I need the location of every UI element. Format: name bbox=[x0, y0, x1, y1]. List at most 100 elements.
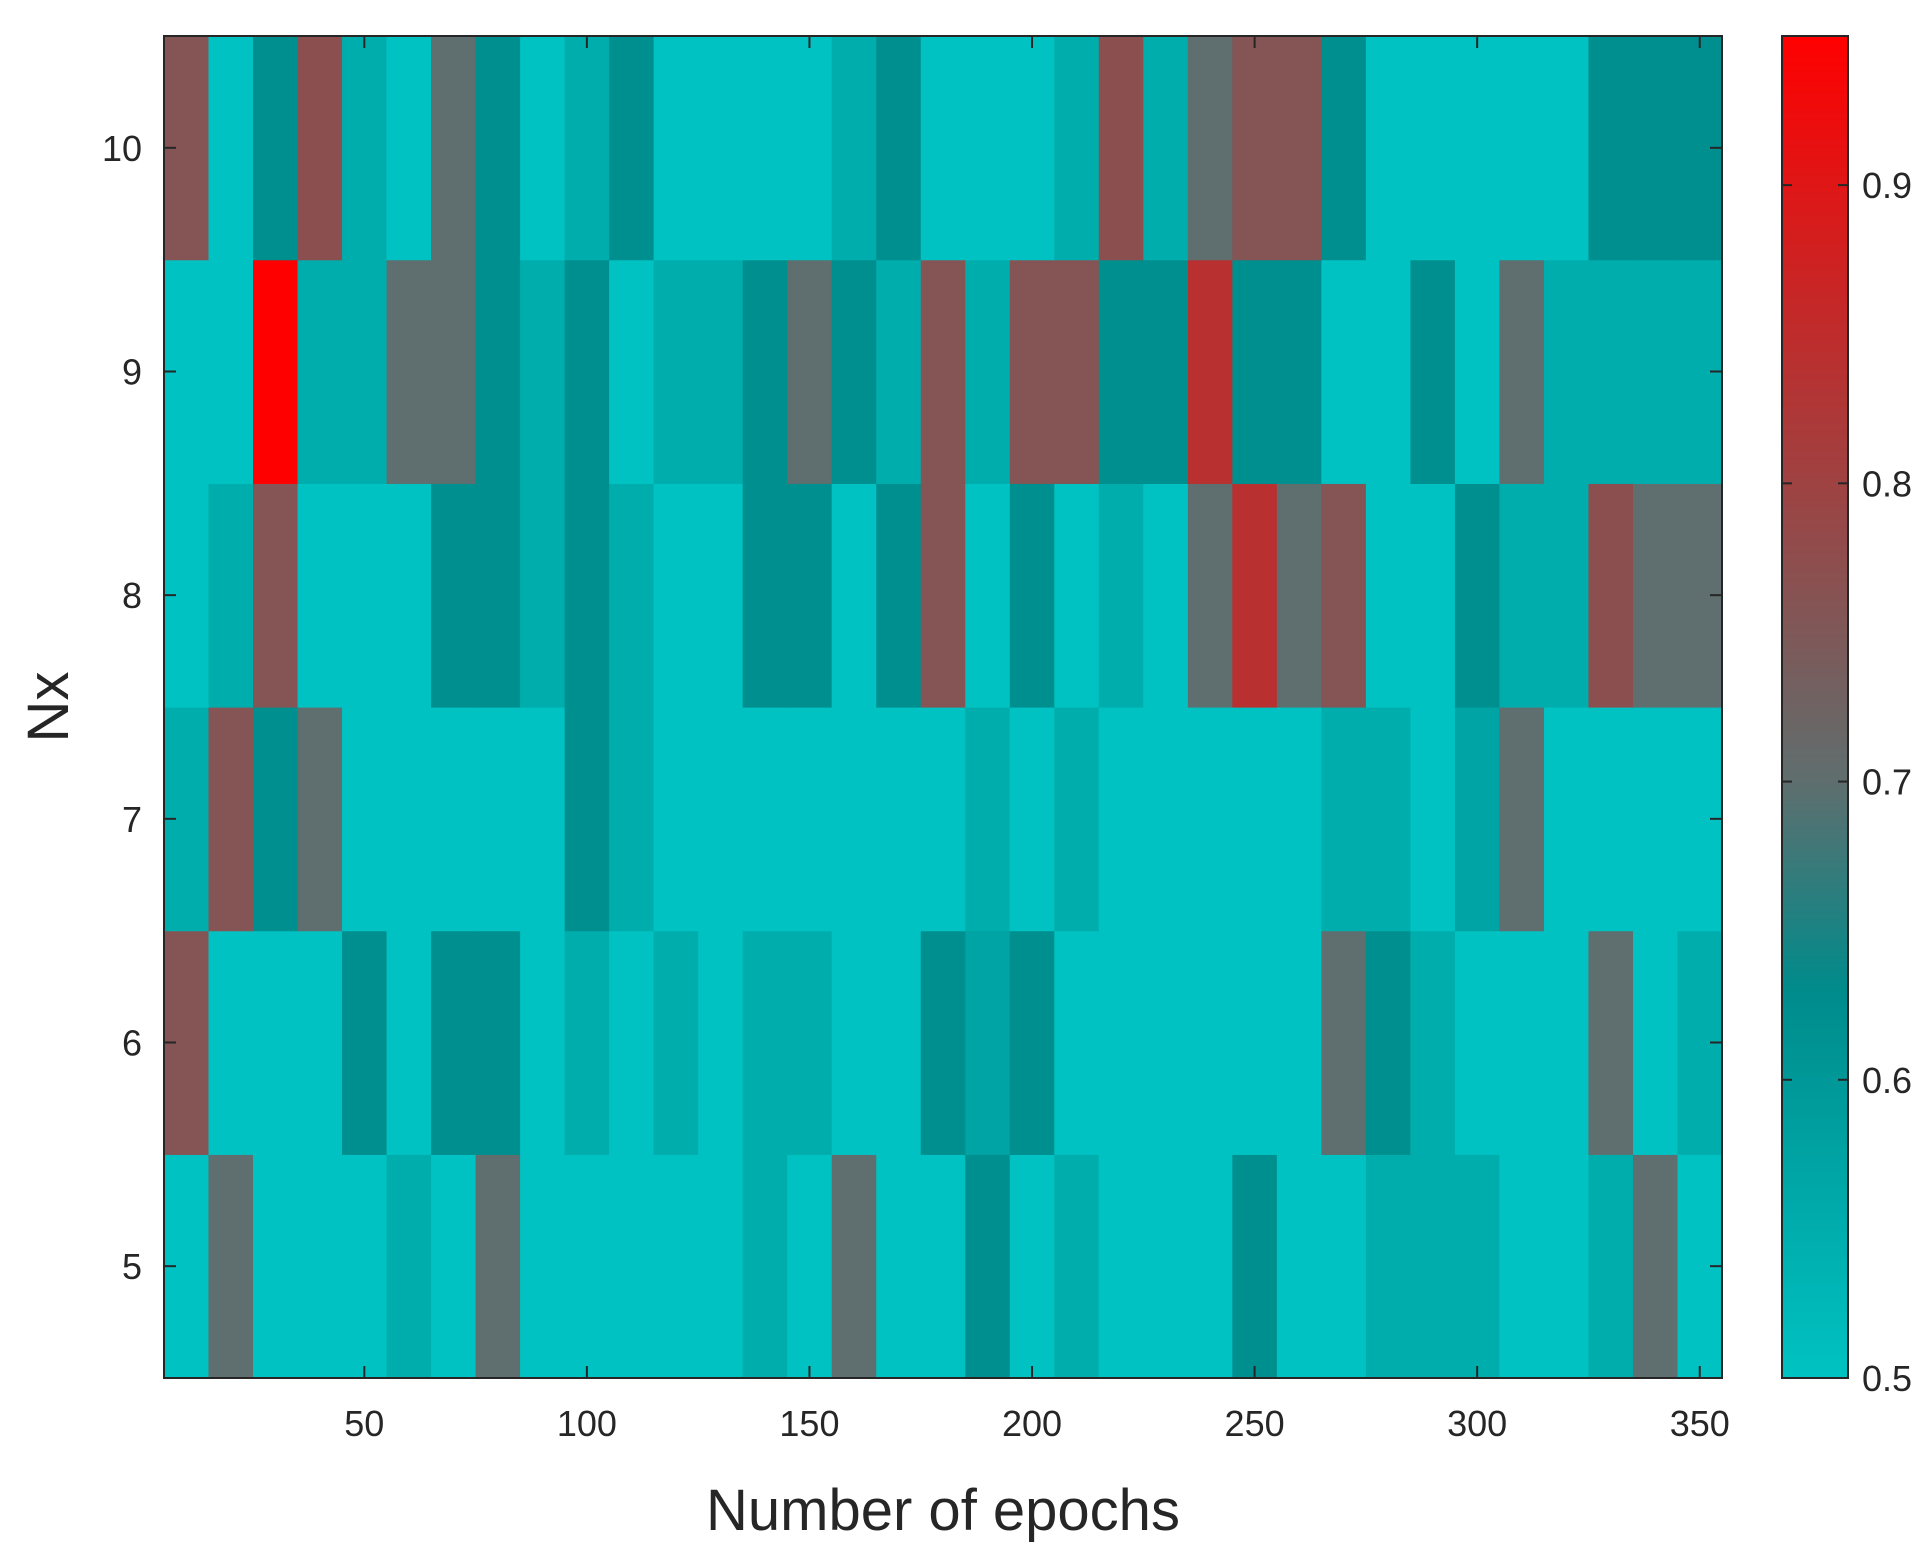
heatmap-cell bbox=[1365, 259, 1411, 484]
heatmap-cell bbox=[1187, 707, 1233, 932]
heatmap-cell bbox=[1098, 930, 1144, 1155]
heatmap-cell bbox=[1321, 483, 1367, 708]
heatmap-cell bbox=[297, 1154, 343, 1379]
heatmap-cell bbox=[609, 36, 655, 261]
heatmap-cell bbox=[1588, 259, 1634, 484]
heatmap-cell bbox=[297, 36, 343, 261]
heatmap-cell bbox=[698, 259, 744, 484]
heatmap-cell bbox=[475, 1154, 521, 1379]
heatmap-cell bbox=[698, 707, 744, 932]
heatmap-cell bbox=[876, 259, 922, 484]
heatmap-cell bbox=[342, 707, 388, 932]
heatmap-cell bbox=[475, 483, 521, 708]
heatmap-cell bbox=[520, 930, 566, 1155]
heatmap-cell bbox=[1143, 707, 1189, 932]
heatmap-cell bbox=[253, 707, 299, 932]
heatmap-cell bbox=[609, 707, 655, 932]
heatmap-cell bbox=[1499, 707, 1545, 932]
heatmap-cell bbox=[1187, 259, 1233, 484]
heatmap-cell bbox=[1098, 36, 1144, 261]
heatmap-cell bbox=[609, 259, 655, 484]
heatmap-cell bbox=[431, 36, 477, 261]
heatmap-cell bbox=[1410, 707, 1456, 932]
heatmap-cell bbox=[208, 707, 254, 932]
heatmap-cell bbox=[1098, 707, 1144, 932]
heatmap-cell bbox=[787, 1154, 833, 1379]
heatmap-cell bbox=[1232, 259, 1278, 484]
colorbar bbox=[1781, 35, 1849, 1379]
heatmap-cell bbox=[831, 259, 877, 484]
heatmap-cell bbox=[386, 1154, 432, 1379]
heatmap-cell bbox=[431, 930, 477, 1155]
heatmap-cell bbox=[787, 36, 833, 261]
heatmap-cell bbox=[475, 930, 521, 1155]
colorbar-tick-label: 0.8 bbox=[1862, 463, 1912, 504]
heatmap-cell bbox=[1009, 36, 1055, 261]
x-axis-title: Number of epochs bbox=[706, 1478, 1180, 1543]
heatmap-cell bbox=[1632, 259, 1679, 484]
heatmap-cell bbox=[1410, 930, 1456, 1155]
colorbar-tick-label: 0.6 bbox=[1862, 1060, 1912, 1101]
heatmap-cell bbox=[653, 930, 699, 1155]
heatmap-cell bbox=[1187, 1154, 1233, 1379]
heatmap-cell bbox=[1232, 1154, 1278, 1379]
heatmap-cell bbox=[1054, 36, 1100, 261]
heatmap-cell bbox=[1232, 483, 1278, 708]
x-tick-label: 250 bbox=[1225, 1403, 1285, 1444]
heatmap-cell bbox=[1499, 1154, 1545, 1379]
heatmap-cell bbox=[609, 930, 655, 1155]
heatmap-cell bbox=[253, 483, 299, 708]
heatmap-cell bbox=[653, 483, 699, 708]
heatmap-cell bbox=[253, 930, 299, 1155]
heatmap-cell bbox=[1321, 930, 1367, 1155]
heatmap-cell bbox=[1143, 483, 1189, 708]
heatmap-cell bbox=[1632, 36, 1679, 261]
heatmap-cell bbox=[742, 930, 788, 1155]
heatmap-cell bbox=[698, 36, 744, 261]
heatmap-cell bbox=[475, 36, 521, 261]
heatmap-cell bbox=[386, 36, 432, 261]
heatmap-cell bbox=[1232, 930, 1278, 1155]
heatmap-cell bbox=[965, 483, 1011, 708]
heatmap-cell bbox=[1187, 483, 1233, 708]
y-tick-label: 5 bbox=[122, 1246, 142, 1287]
heatmap-cell bbox=[1232, 707, 1278, 932]
heatmap-cell bbox=[253, 1154, 299, 1379]
heatmap-cell bbox=[787, 930, 833, 1155]
heatmap-cell bbox=[1098, 483, 1144, 708]
heatmap-cell bbox=[876, 36, 922, 261]
heatmap-cell bbox=[431, 1154, 477, 1379]
heatmap-cell bbox=[1143, 1154, 1189, 1379]
heatmap-cell bbox=[564, 483, 610, 708]
heatmap-cell bbox=[1543, 483, 1590, 708]
heatmap-cell bbox=[1499, 36, 1545, 261]
heatmap-cell bbox=[787, 707, 833, 932]
heatmap-cell bbox=[1588, 930, 1634, 1155]
heatmap-cell bbox=[876, 483, 922, 708]
heatmap-cell bbox=[1454, 1154, 1501, 1379]
heatmap-cell bbox=[1276, 707, 1322, 932]
y-tick-label: 6 bbox=[122, 1023, 142, 1064]
heatmap-cell bbox=[342, 36, 388, 261]
y-axis-title: Nx bbox=[16, 672, 81, 743]
heatmap-cell bbox=[1365, 1154, 1411, 1379]
heatmap-cell bbox=[208, 259, 254, 484]
heatmap-cell bbox=[297, 483, 343, 708]
heatmap-cell bbox=[831, 930, 877, 1155]
heatmap-cell bbox=[1054, 483, 1100, 708]
heatmap-cell bbox=[742, 36, 788, 261]
heatmap-cell bbox=[253, 259, 299, 484]
heatmap-cell bbox=[965, 707, 1011, 932]
y-tick-label: 9 bbox=[122, 352, 142, 393]
heatmap-cell bbox=[1543, 36, 1590, 261]
heatmap-cell bbox=[1632, 707, 1679, 932]
heatmap-cell bbox=[1543, 707, 1590, 932]
heatmap-cell bbox=[831, 1154, 877, 1379]
heatmap-cell bbox=[520, 707, 566, 932]
heatmap-cell bbox=[1054, 930, 1100, 1155]
heatmap-cell bbox=[920, 930, 966, 1155]
heatmap-cell bbox=[1009, 707, 1055, 932]
heatmap-cell bbox=[1321, 1154, 1367, 1379]
heatmap-cell bbox=[1588, 36, 1634, 261]
heatmap-cell bbox=[342, 1154, 388, 1379]
